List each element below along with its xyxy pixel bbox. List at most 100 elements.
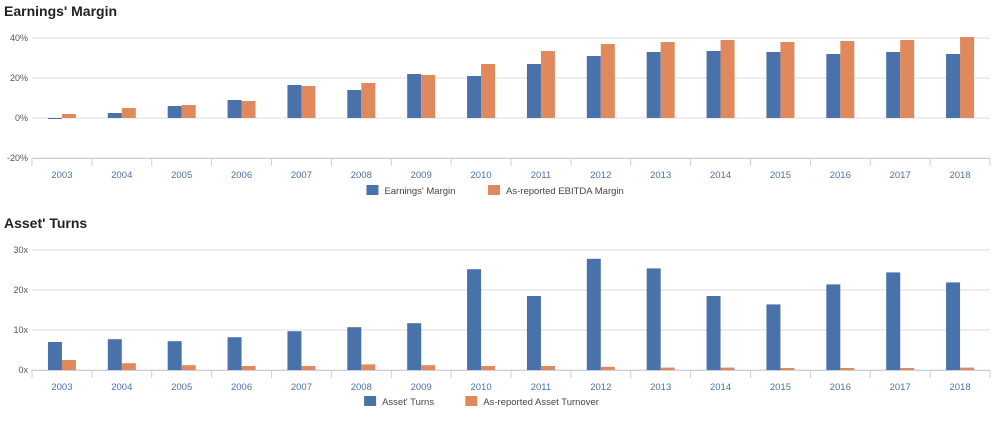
x-tick-label: 2009 — [411, 382, 432, 393]
x-tick-label: 2009 — [411, 170, 432, 181]
bar-secondary — [481, 366, 496, 370]
y-tick-label: 0x — [18, 365, 28, 375]
x-tick-label: 2014 — [710, 170, 731, 181]
y-tick-label: 40% — [10, 33, 28, 43]
bar-primary — [826, 284, 841, 370]
x-tick-label: 2004 — [111, 170, 132, 181]
earnings-margin-chart: -20% 0% 20% 40% 2003 2004 2005 2006 2007 2008 2009… — [7, 33, 991, 197]
x-tick-label: 2017 — [890, 170, 911, 181]
y-tick-label: 30x — [13, 245, 28, 255]
x-tick-label: 2012 — [590, 382, 611, 393]
bar-secondary — [301, 366, 316, 370]
bar-secondary — [241, 366, 256, 370]
x-tick-label: 2015 — [770, 170, 791, 181]
bar-primary — [407, 323, 422, 370]
x-tick-label: 2014 — [710, 382, 731, 393]
x-tick-label: 2005 — [171, 170, 192, 181]
bar-primary — [646, 268, 661, 370]
x-tick-label: 2016 — [830, 170, 851, 181]
x-tick-label: 2003 — [51, 170, 72, 181]
y-tick-label: 20% — [10, 73, 28, 83]
bar-primary — [227, 337, 242, 370]
bar-primary — [407, 74, 422, 118]
x-tick-label: 2003 — [51, 382, 72, 393]
bar-secondary — [181, 105, 196, 118]
bar-secondary — [600, 366, 615, 370]
bar-primary — [526, 64, 541, 118]
bar-secondary — [121, 108, 136, 118]
x-tick-label: 2013 — [650, 382, 671, 393]
x-tick-label: 2004 — [111, 382, 132, 393]
y-tick-label: 0% — [15, 113, 28, 123]
bar-primary — [766, 304, 781, 370]
bar-primary — [946, 54, 961, 118]
bar-primary — [586, 258, 601, 370]
bar-secondary — [660, 367, 675, 370]
bar-primary — [167, 106, 182, 118]
bar-secondary — [540, 366, 555, 370]
bar-secondary — [960, 37, 975, 118]
x-tick-label: 2013 — [650, 170, 671, 181]
bar-secondary — [720, 40, 735, 118]
asset-turns-chart: 0x 10x 20x 30x 2003 2004 2005 2006 2007 2008 2009 2… — [13, 245, 991, 408]
chart-title-asset-turns: Asset' Turns — [4, 215, 88, 231]
x-tick-label: 2016 — [830, 382, 851, 393]
x-tick-label: 2018 — [949, 382, 970, 393]
bar-primary — [646, 52, 661, 118]
legend-label: As-reported Asset Turnover — [483, 397, 599, 408]
bar-secondary — [660, 42, 675, 118]
x-tick-label: 2011 — [531, 382, 551, 393]
y-tick-label: 20x — [13, 285, 28, 295]
bar-secondary — [421, 365, 436, 370]
bar-secondary — [900, 40, 915, 118]
bar-primary — [107, 339, 122, 370]
bar-secondary — [481, 64, 496, 118]
bar-primary — [946, 282, 961, 370]
bar-primary — [467, 269, 482, 370]
bar-secondary — [241, 101, 256, 118]
x-tick-label: 2008 — [351, 382, 372, 393]
x-tick-label: 2005 — [171, 382, 192, 393]
x-tick-label: 2018 — [949, 170, 970, 181]
bar-primary — [287, 331, 302, 370]
x-tick-label: 2012 — [590, 170, 611, 181]
bar-primary — [826, 54, 841, 118]
bar-primary — [886, 52, 901, 118]
bar-secondary — [421, 75, 436, 118]
x-tick-label: 2017 — [890, 382, 911, 393]
x-tick-label: 2006 — [231, 382, 252, 393]
bar-primary — [526, 296, 541, 370]
bar-primary — [706, 296, 721, 370]
bar-secondary — [780, 368, 795, 370]
bar-primary — [347, 327, 362, 370]
bar-secondary — [361, 83, 376, 118]
bar-secondary — [900, 368, 915, 370]
bar-secondary — [361, 364, 376, 370]
x-tick-label: 2010 — [470, 382, 491, 393]
x-tick-label: 2008 — [351, 170, 372, 181]
bar-secondary — [121, 363, 136, 370]
x-tick-label: 2011 — [531, 170, 551, 181]
legend-label: Asset' Turns — [382, 397, 434, 408]
bar-secondary — [540, 51, 555, 118]
y-tick-label: 10x — [13, 325, 28, 335]
bar-primary — [47, 342, 62, 370]
bar-primary — [706, 51, 721, 118]
bar-primary — [886, 272, 901, 370]
bar-primary — [766, 52, 781, 118]
bar-secondary — [960, 367, 975, 370]
x-tick-label: 2007 — [291, 170, 312, 181]
bar-primary — [227, 100, 242, 118]
bar-secondary — [840, 368, 855, 370]
y-tick-label: -20% — [7, 153, 28, 163]
legend-swatch — [488, 185, 501, 195]
bar-secondary — [840, 41, 855, 118]
bar-secondary — [181, 365, 196, 370]
legend-swatch — [364, 396, 377, 406]
bar-secondary — [720, 367, 735, 370]
legend-label: Earnings' Margin — [384, 186, 455, 197]
legend-label: As-reported EBITDA Margin — [506, 186, 624, 197]
bar-secondary — [600, 44, 615, 118]
x-tick-label: 2007 — [291, 382, 312, 393]
bar-secondary — [780, 42, 795, 118]
